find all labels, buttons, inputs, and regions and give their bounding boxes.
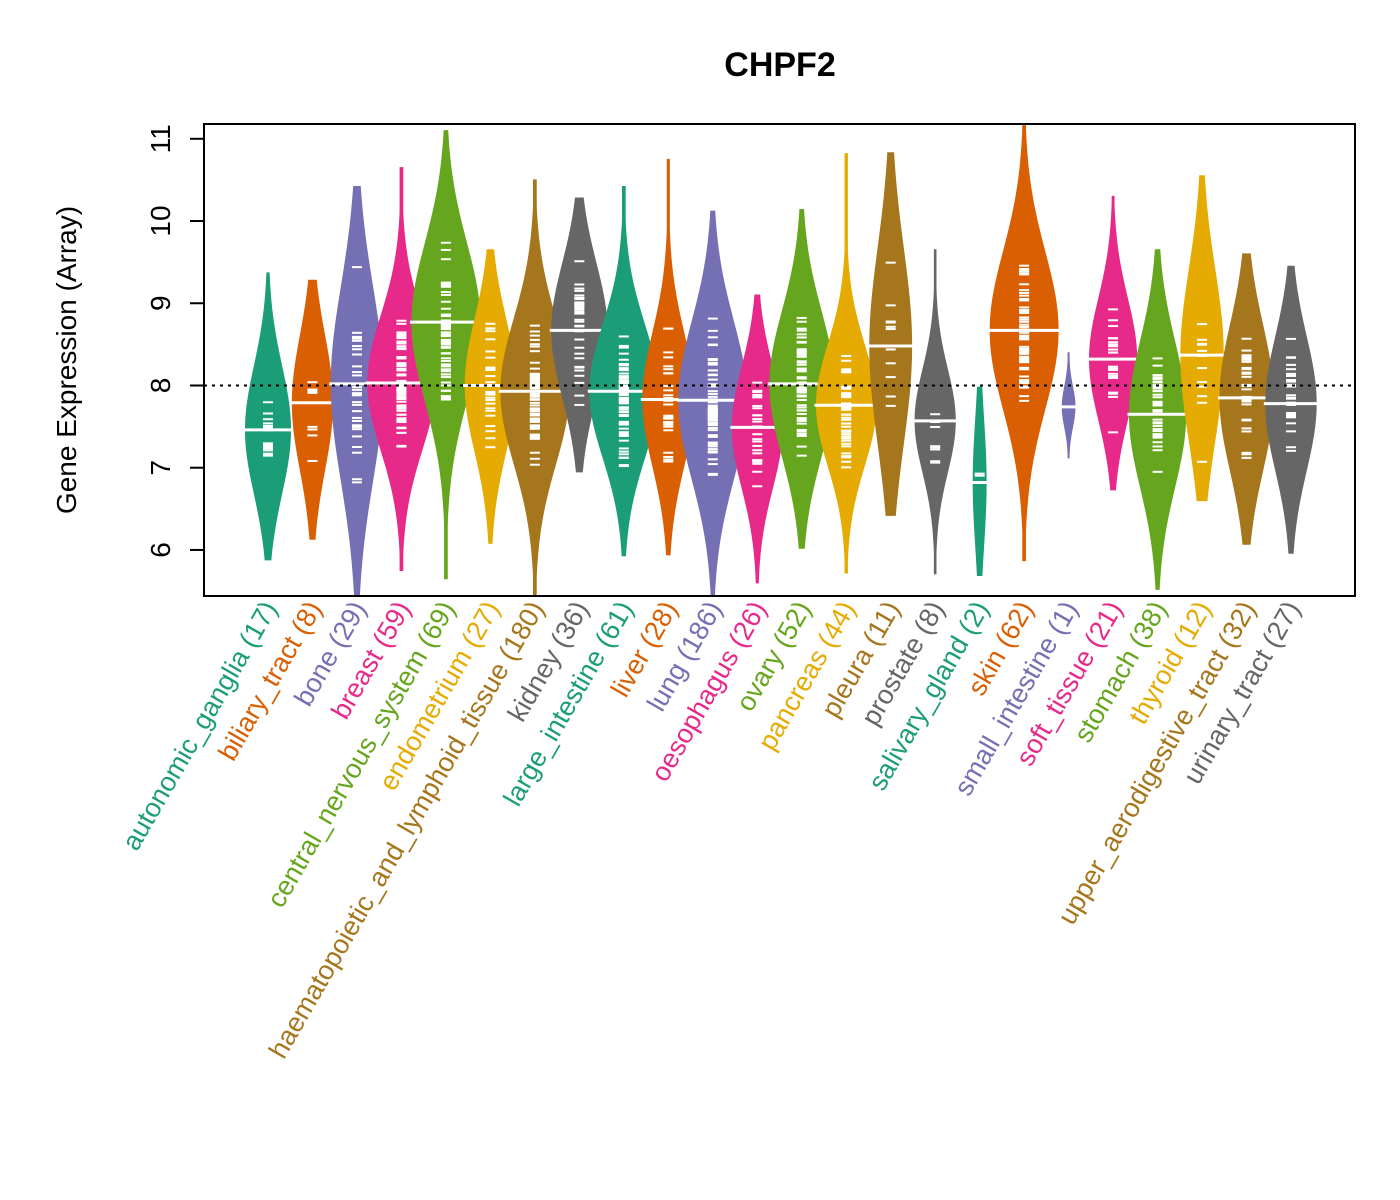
y-tick-label: 10 [145,205,176,236]
violin-large_intestine [587,185,660,557]
violin-prostate [913,249,958,575]
violin-urinary_tract [1263,265,1319,554]
violin-small_intestine [1060,352,1078,459]
violin-bone [329,185,385,597]
y-axis: 6 7 8 9 10 11 [145,124,204,558]
violin-oesophagus [730,294,785,584]
x-axis-labels: autonomic_ganglia (17)biliary_tract (8)b… [116,596,1306,1063]
y-axis-label: Gene Expression (Array) [51,206,82,514]
violin-central_nervous_system [409,130,482,580]
violins-group [243,123,1319,597]
violin-salivary_gland [971,386,989,576]
violin-breast [365,167,438,572]
violin-pleura [867,152,914,516]
y-tick-label: 7 [145,460,176,476]
violin-pancreas [814,153,878,574]
violin-skin [988,123,1061,562]
violin-lung [676,210,749,597]
violin-stomach [1127,249,1188,590]
y-tick-label: 9 [145,295,176,311]
violin-upper_aerodigestive_tract [1217,253,1276,545]
violin-haematopoietic_and_lymphoid_tissue [498,179,571,597]
violin-soft_tissue [1087,195,1139,491]
violin-biliary_tract [290,279,335,540]
chart-title: CHPF2 [724,46,835,84]
y-tick-label: 11 [145,124,176,153]
violin-autonomic_ganglia [243,272,293,561]
y-tick-label: 6 [145,542,176,558]
plot-frame [203,123,1356,597]
violin-thyroid [1178,175,1226,502]
violin-ovary [767,209,836,549]
y-tick-label: 8 [145,378,176,394]
